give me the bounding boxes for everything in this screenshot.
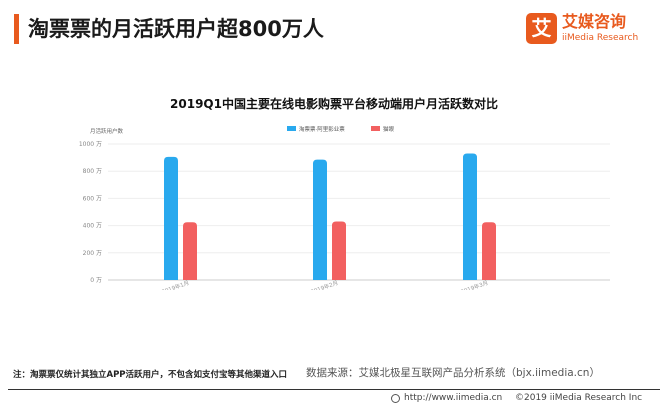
footer-copyright: ©2019 iiMedia Research Inc [515,393,643,403]
legend-label-1: 猫眼 [383,125,395,133]
x-tick-label-1: 2019年2月 [310,278,340,290]
x-tick-label-0: 2019年1月 [161,278,191,290]
globe-icon [391,394,400,403]
y-tick-label-800: 800 万 [83,168,102,175]
legend-swatch-1 [371,126,380,131]
bar-1-0 [183,222,197,280]
y-tick-label-0: 0 万 [90,277,102,284]
legend-swatch-0 [287,126,296,131]
y-tick-label-600: 600 万 [83,195,102,202]
legend-label-0: 淘票票·阿里影业票 [299,125,345,133]
bar-1-2 [482,222,496,280]
logo-name: 艾媒咨询 [562,12,627,31]
logo-mark-icon: 艾 [526,13,557,44]
footer-divider [8,389,660,390]
data-source: 数据来源：艾媒北极星互联网产品分析系统（bjx.iimedia.cn） [306,367,600,379]
header: 淘票票的月活跃用户超800万人 艾 艾媒咨询 iiMedia Research [0,0,668,62]
y-axis-title: 月活跃用户数 [90,127,124,135]
footnote: 注：淘票票仅统计其独立APP活跃用户，不包含如支付宝等其他渠道入口 [13,370,288,380]
bar-0-1 [313,159,327,280]
y-tick-label-200: 200 万 [83,250,102,257]
page-title: 淘票票的月活跃用户超800万人 [28,17,324,41]
footer: http://www.iimedia.cn ©2019 iiMedia Rese… [0,392,668,408]
y-tick-label-400: 400 万 [83,223,102,230]
bar-0-0 [164,156,178,280]
chart-title: 2019Q1中国主要在线电影购票平台移动端用户月活跃数对比 [170,97,498,111]
logo-subtitle: iiMedia Research [562,33,639,43]
bar-1-1 [332,221,346,280]
bar-0-2 [463,153,477,280]
iimedia-logo: 艾 艾媒咨询 iiMedia Research [526,12,660,52]
x-tick-label-2: 2019年3月 [460,278,490,290]
bar-chart: 月活跃用户数 淘票票·阿里影业票 猫眼 0 万 200 万 400 万 600 万 800 万… [79,125,610,290]
title-accent-bar [14,14,19,44]
y-tick-label-1000: 1000 万 [79,141,102,148]
footer-url[interactable]: http://www.iimedia.cn [404,393,503,403]
